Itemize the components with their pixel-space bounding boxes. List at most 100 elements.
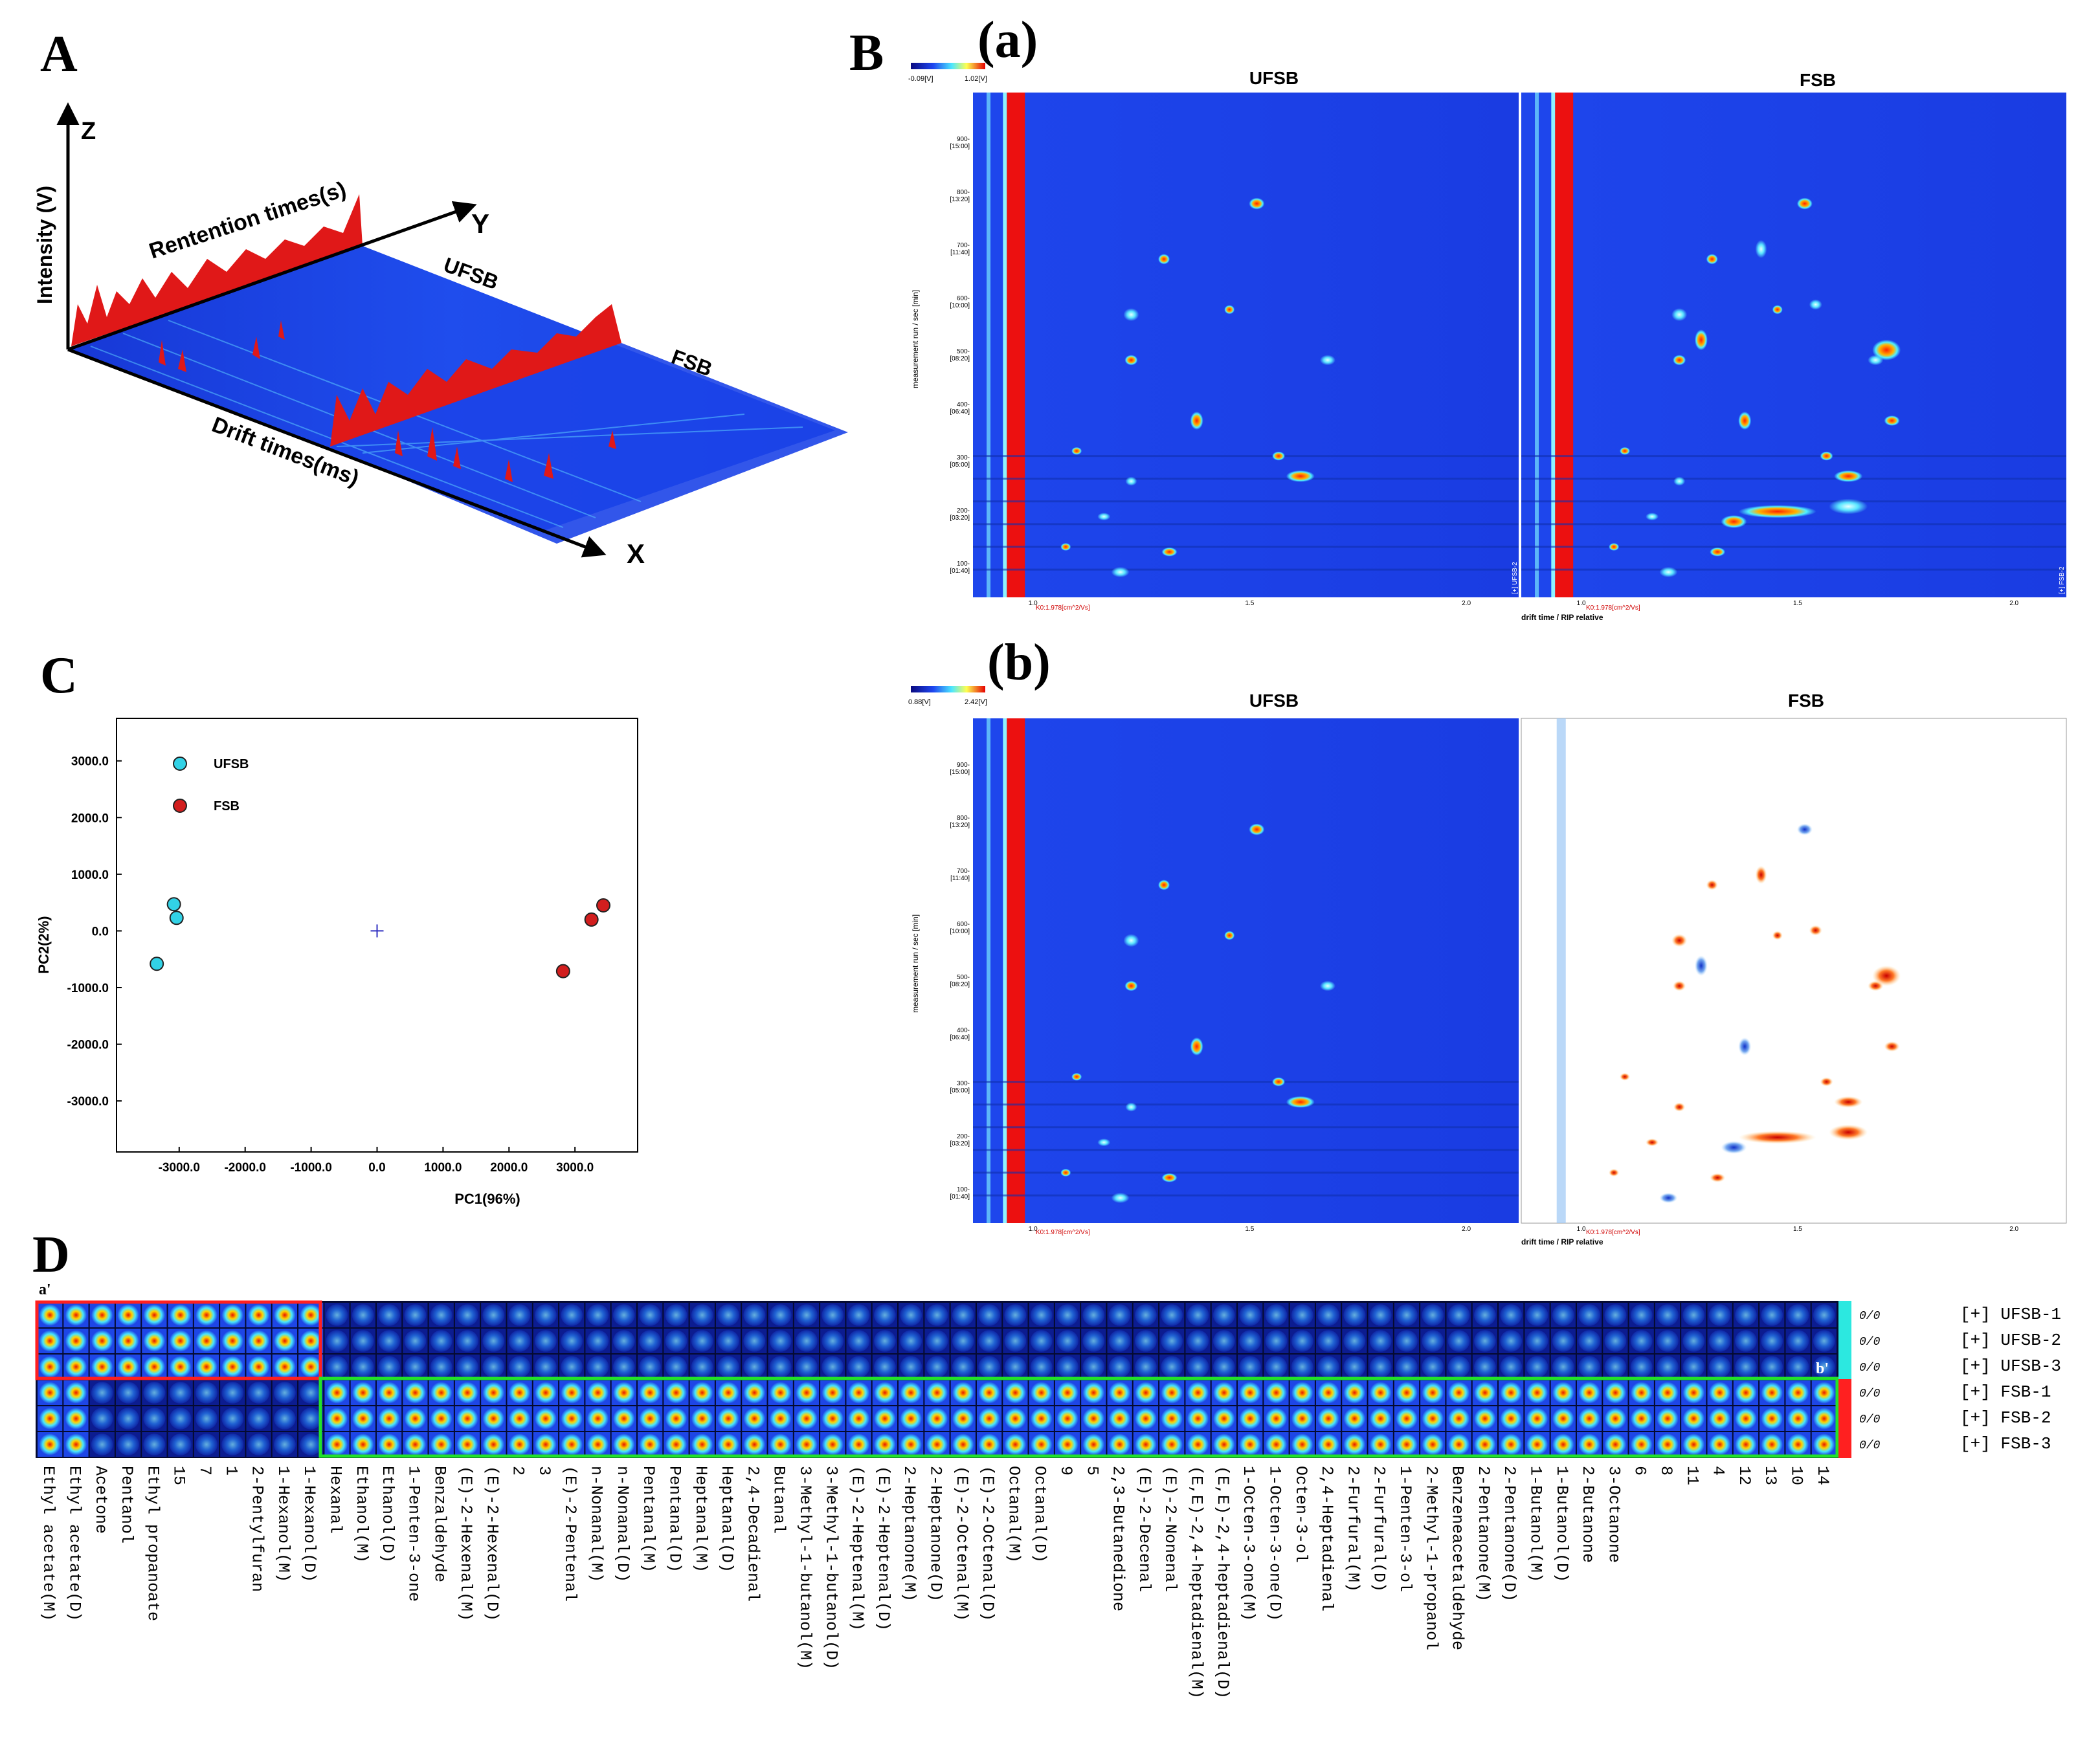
fingerprint-spot [404, 1382, 427, 1404]
fingerprint-spot [1422, 1382, 1444, 1404]
fingerprint-spot [482, 1330, 505, 1352]
compound-label: 9 [1056, 1466, 1075, 1476]
fingerprint-spot [39, 1382, 61, 1404]
b-ytick-min: [08:20] [950, 981, 970, 988]
compound-label: 1-Penten-3-one [404, 1466, 423, 1602]
bb-ufsb-spot [1123, 934, 1139, 947]
b-xtick: 2.0 [1462, 1226, 1471, 1233]
pca-y-label: PC2(2%) [36, 916, 52, 973]
compound-label: 10 [1787, 1466, 1806, 1485]
ba-ufsb-spot [1158, 254, 1170, 265]
fingerprint-spot [1787, 1304, 1809, 1326]
fingerprint-spot [169, 1382, 192, 1404]
fingerprint-spot [926, 1330, 948, 1352]
fingerprint-spot [847, 1382, 870, 1404]
compound-label: (E,E)-2,4-heptadienal(M) [1187, 1466, 1206, 1699]
fingerprint-spot [952, 1408, 974, 1430]
fingerprint-spot [482, 1433, 505, 1455]
b-xtick: 1.5 [1245, 600, 1254, 607]
colorbar-b-max: 2.42[V] [965, 698, 987, 706]
bb-fsb-spot [1694, 955, 1708, 977]
compound-label: Octen-3-ol [1291, 1466, 1310, 1563]
fingerprint-spot [247, 1330, 270, 1352]
bb-ufsb-spot [1249, 823, 1265, 835]
fingerprint-spot [300, 1408, 322, 1430]
fingerprint-spot [1135, 1356, 1157, 1378]
fingerprint-spot [1422, 1330, 1444, 1352]
fingerprint-spot [873, 1356, 896, 1378]
fingerprint-spot [639, 1356, 662, 1378]
bb-ufsb-rip-line [1007, 718, 1025, 1223]
fingerprint-spot [1030, 1382, 1053, 1404]
fingerprint-spot [586, 1356, 609, 1378]
fingerprint-spot [1735, 1356, 1757, 1378]
fingerprint-spot [482, 1304, 505, 1326]
fingerprint-spot [665, 1382, 687, 1404]
compound-label: (E)-2-Octenal(D) [978, 1466, 997, 1621]
bb-ufsb-spot [1111, 1193, 1130, 1203]
fingerprint-spot [430, 1330, 452, 1352]
fingerprint-spot [1526, 1304, 1548, 1326]
fingerprint-spot [1239, 1304, 1262, 1326]
fingerprint-spot [1526, 1356, 1548, 1378]
fingerprint-spot [300, 1382, 322, 1404]
fingerprint-spot [743, 1382, 766, 1404]
panel-b-heatmaps: -0.09[V] 1.02[V] 0.88[V] 2.42[V] UFSB FS… [908, 63, 2067, 1246]
compound-label: 6 [1631, 1466, 1649, 1476]
fingerprint-row-value: 0/0 [1859, 1388, 1881, 1400]
fingerprint-spot [352, 1356, 374, 1378]
b-ytick-sec: 800- [957, 189, 970, 196]
fingerprint-spot [508, 1433, 531, 1455]
fingerprint-spot [847, 1356, 870, 1378]
bb-rip-left: K0:1.978[cm^2/Vs] [1036, 1229, 1090, 1236]
compound-label: 2,4-Heptadienal [1317, 1466, 1336, 1611]
ba-fsb-spot [1738, 412, 1752, 430]
b-ytick-sec: 500- [957, 348, 970, 355]
fingerprint-spot [769, 1433, 792, 1455]
axis-z-label: Z [81, 118, 96, 145]
fingerprint-spot [508, 1330, 531, 1352]
fingerprint-spot [743, 1433, 766, 1455]
fingerprint-spot [717, 1330, 739, 1352]
b-ytick-min: [03:20] [950, 514, 970, 522]
fingerprint-spot [1004, 1356, 1027, 1378]
fingerprint-spot [926, 1304, 948, 1326]
fingerprint-spot [1604, 1356, 1627, 1378]
fingerprint-spot [717, 1382, 739, 1404]
fingerprint-spot [195, 1433, 218, 1455]
pca-ytick-label: 3000.0 [71, 755, 109, 769]
b-ytick-min: [05:00] [950, 1087, 970, 1094]
fingerprint-spot [1265, 1433, 1288, 1455]
fingerprint-spot [1447, 1304, 1470, 1326]
bb-fsb-spot [1673, 1102, 1686, 1112]
fingerprint-spot [1526, 1382, 1548, 1404]
fingerprint-spot [404, 1356, 427, 1378]
fingerprint-spot [1396, 1408, 1418, 1430]
fingerprint-spot [873, 1382, 896, 1404]
fingerprint-spot [378, 1330, 401, 1352]
bb-ufsb-spot [1097, 1138, 1111, 1147]
b-ytick-sec: 400- [957, 1027, 970, 1034]
fingerprint-spot [1657, 1356, 1679, 1378]
fingerprint-spot [273, 1330, 296, 1352]
fingerprint-spot [1082, 1382, 1105, 1404]
panel-label-b: B [849, 25, 884, 82]
fingerprint-spot [221, 1304, 244, 1326]
ba-fsb-spot [1673, 355, 1686, 366]
fingerprint-spot [535, 1382, 557, 1404]
fingerprint-spot [65, 1408, 87, 1430]
fingerprint-spot [821, 1382, 844, 1404]
fingerprint-spot [1473, 1356, 1496, 1378]
fingerprint-spot [1735, 1382, 1757, 1404]
b-ytick-min: [06:40] [950, 1034, 970, 1041]
fingerprint-spot [1056, 1408, 1078, 1430]
b-ytick-sec: 300- [957, 1080, 970, 1087]
fingerprint-spot [65, 1330, 87, 1352]
fingerprint-spot [1500, 1408, 1523, 1430]
bb-fsb-spot [1872, 965, 1901, 986]
compound-label: Benzaldehyde [430, 1466, 449, 1582]
fingerprint-spot [1187, 1408, 1209, 1430]
bb-rip-right: K0:1.978[cm^2/Vs] [1586, 1229, 1640, 1236]
fingerprint-spot [1761, 1382, 1783, 1404]
fingerprint-spot [900, 1304, 922, 1326]
